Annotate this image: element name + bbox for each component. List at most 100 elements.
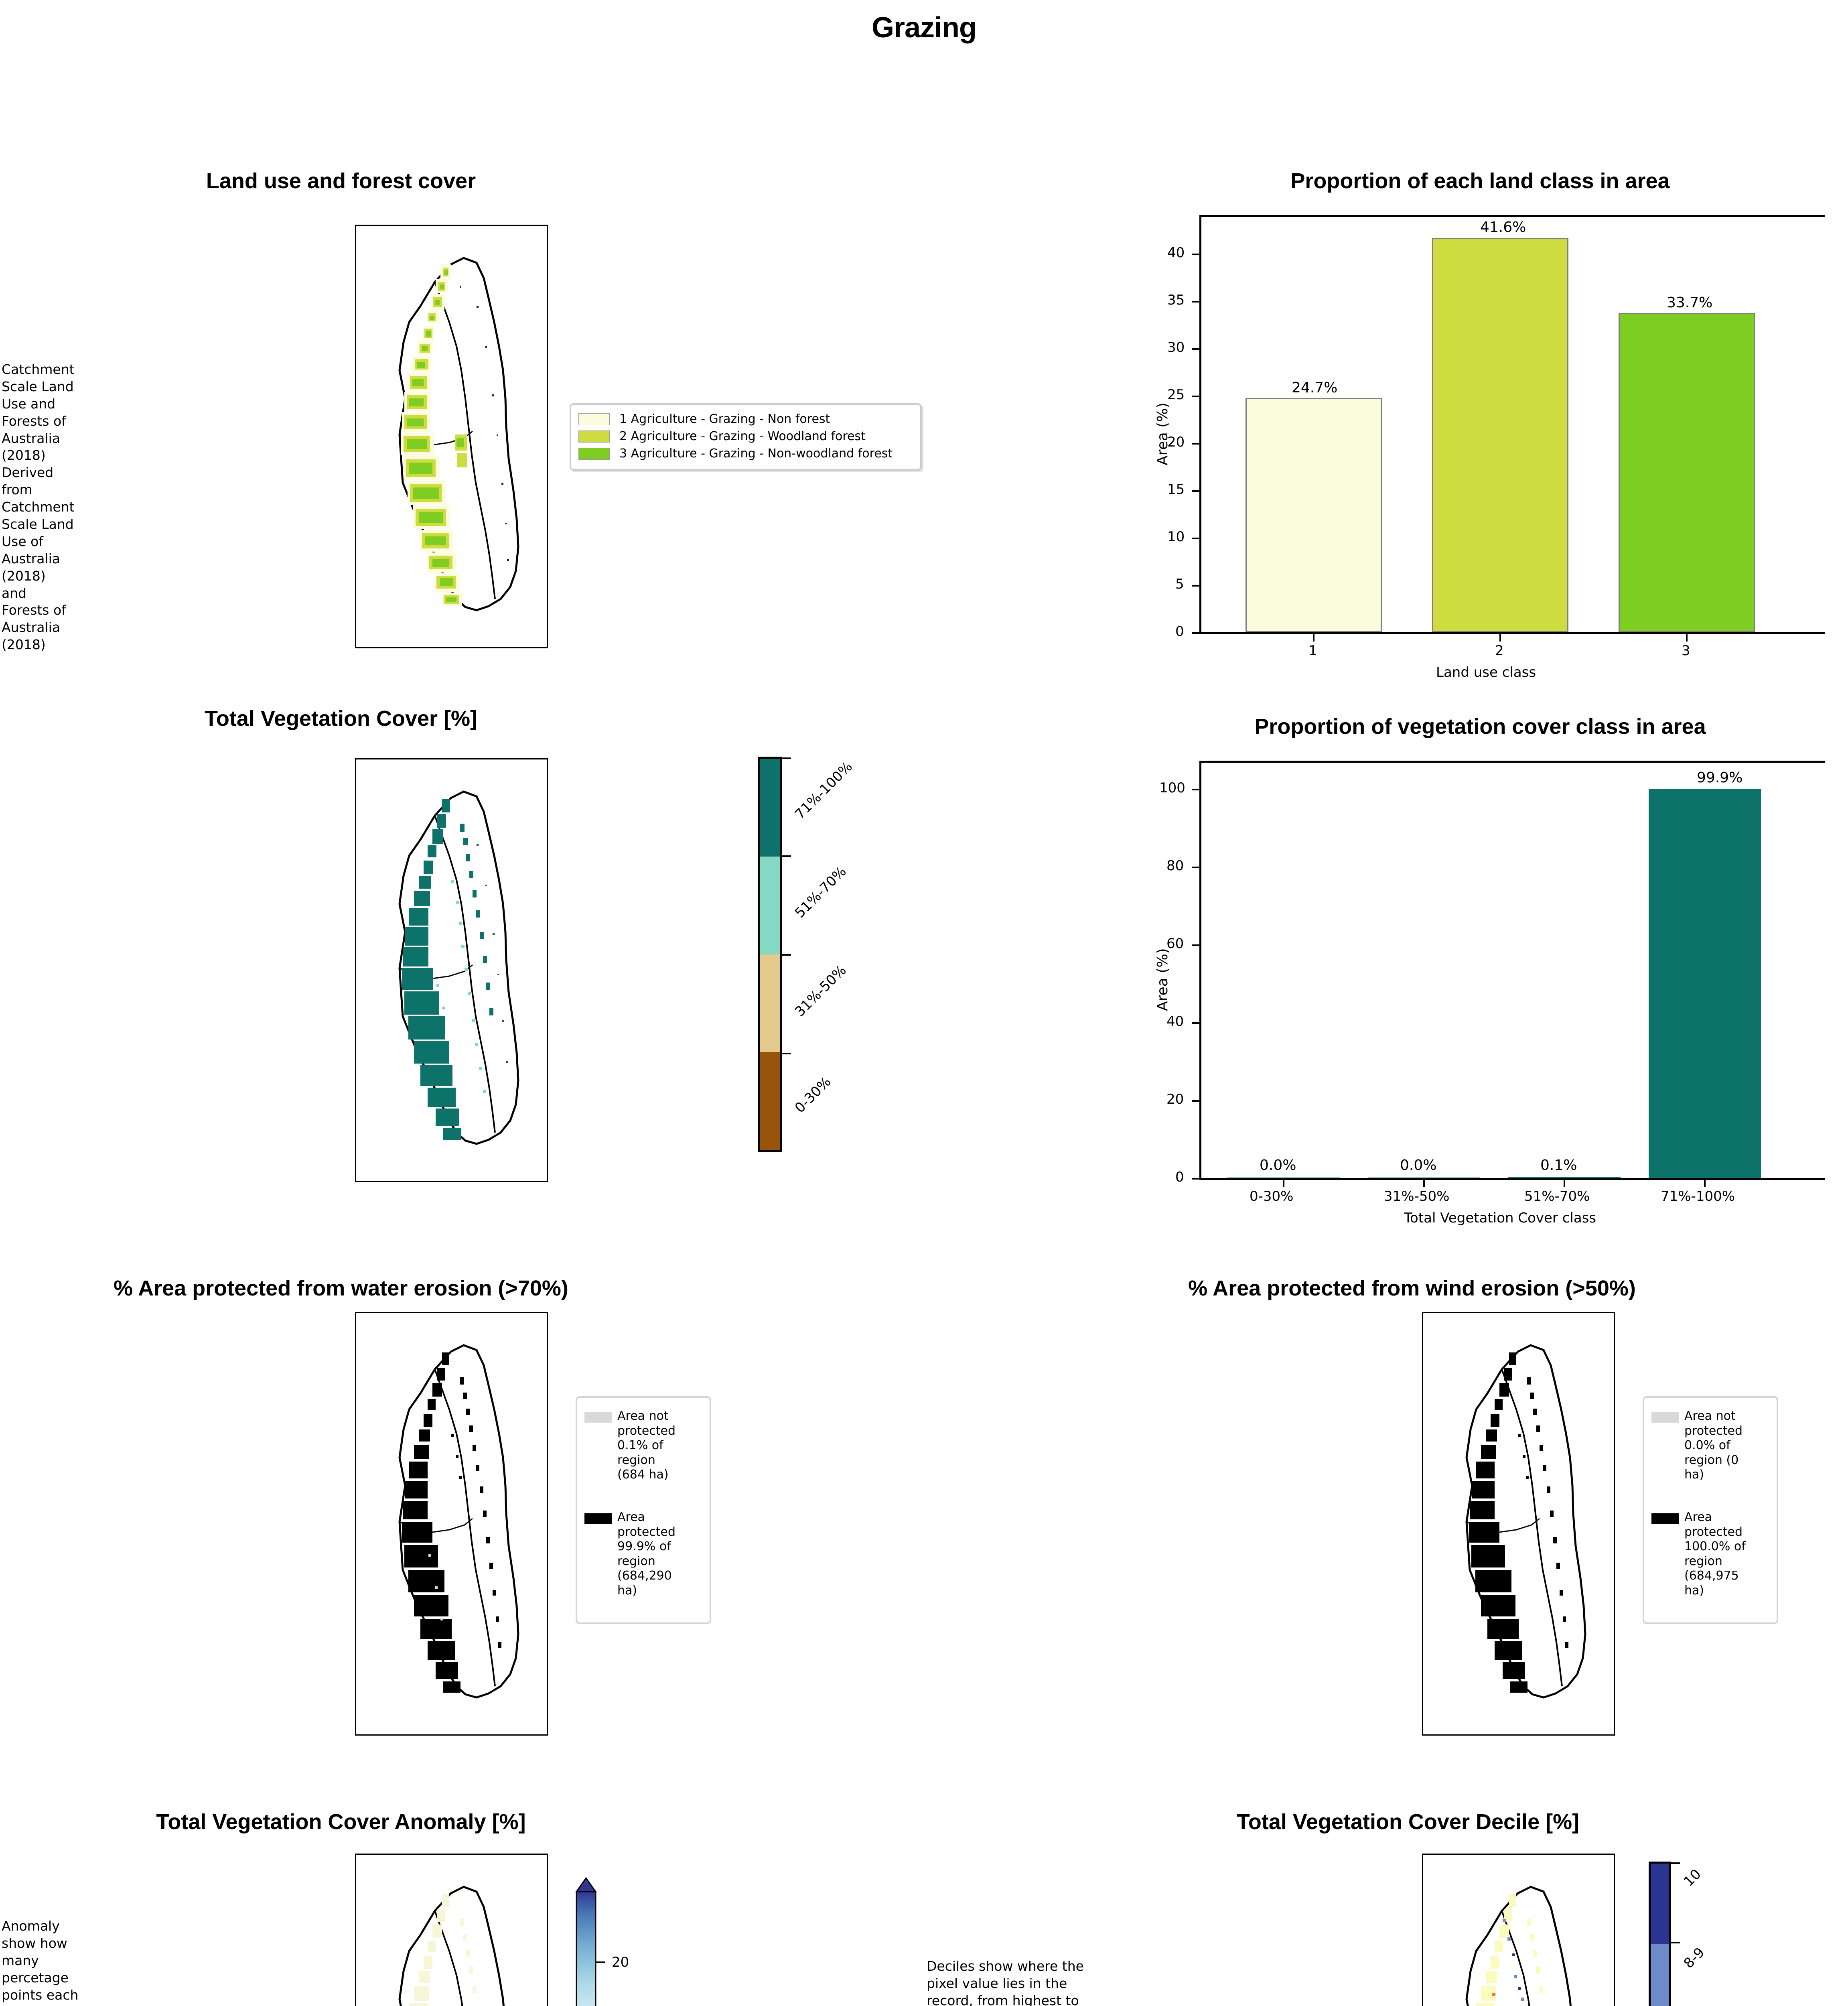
decile-colorbar: 10 8-9 4-7 2-3 1: [1649, 1862, 1777, 2006]
chart2-xtick: [1283, 1180, 1284, 1187]
chart2-ytick-label: 100: [1159, 780, 1185, 796]
decile-colorbar-tick: [1671, 1942, 1680, 1943]
colorbar-segment-51-70: [760, 856, 780, 954]
chart2-ytick-label: 60: [1166, 936, 1184, 952]
chart2-axis-top: [1199, 761, 1825, 763]
legend-label-not-protected: Area not protected 0.1% of region (684 h…: [617, 1409, 676, 1482]
chart2-ytick: [1192, 789, 1200, 790]
legend-label-not-protected: Area not protected 0.0% of region (0 ha): [1684, 1409, 1743, 1482]
chart1-ytick-label: 10: [1167, 529, 1185, 545]
chart1-ytick-label: 15: [1167, 481, 1185, 497]
chart1-ytick-label: 0: [1175, 623, 1184, 640]
legend-swatch-class-1: [578, 413, 610, 425]
water-erosion-map[interactable]: [355, 1312, 548, 1736]
land-class-bar-chart: 0 5 10 15 20 25 30 35 40 24.7% 41.6% 33.…: [1154, 209, 1825, 680]
chart2-xtick: [1423, 1180, 1425, 1187]
legend-swatch-class-3: [578, 447, 610, 460]
veg-cover-panel-title: Total Vegetation Cover [%]: [204, 707, 478, 731]
bar-label-veg-class-71-100: 99.9%: [1697, 770, 1743, 786]
chart2-ytick-label: 20: [1166, 1091, 1184, 1107]
colorbar-segment-71-100: [760, 759, 780, 857]
legend-swatch-protected: [584, 1513, 612, 1524]
legend-swatch-not-protected: [584, 1412, 612, 1423]
chart2-xtick-label: 51%-70%: [1524, 1188, 1590, 1204]
land-use-map-svg: [398, 257, 519, 611]
chart1-axis-bottom: [1199, 632, 1825, 634]
chart1-ytick-label: 5: [1175, 576, 1184, 592]
anomaly-colorbar-tick-20: 20: [612, 1954, 629, 1970]
land-use-map[interactable]: [355, 225, 548, 648]
wind-erosion-legend: Area not protected 0.0% of region (0 ha)…: [1643, 1396, 1778, 1624]
water-erosion-legend: Area not protected 0.1% of region (684 h…: [576, 1396, 711, 1624]
anomaly-map[interactable]: [355, 1854, 548, 2006]
chart1-yaxis-label: Area (%): [1154, 402, 1171, 465]
decile-map[interactable]: [1422, 1854, 1615, 2006]
chart1-xtick: [1313, 634, 1314, 642]
chart1-axis-left: [1199, 215, 1201, 634]
veg-class-bar-chart: 0 20 40 60 80 100 0.0% 0.0% 0.1% 99.9% 0…: [1154, 754, 1825, 1226]
chart1-ytick: [1192, 443, 1200, 445]
colorbar-label-51-70: 51%-70%: [791, 863, 850, 922]
legend-label-class-3: 3 Agriculture - Grazing - Non-woodland f…: [619, 447, 893, 461]
chart1-xtick-label: 3: [1682, 643, 1690, 659]
chart2-ytick: [1192, 867, 1200, 868]
chart1-ytick-label: 25: [1167, 387, 1185, 403]
chart2-ytick: [1192, 944, 1200, 946]
chart1-ytick: [1192, 396, 1200, 397]
decile-colorbar-label-8-9: 8-9: [1680, 1944, 1708, 1972]
legend-label-class-1: 1 Agriculture - Grazing - Non forest: [619, 412, 830, 426]
decile-panel-title: Total Vegetation Cover Decile [%]: [1236, 1810, 1580, 1834]
colorbar-label-31-50: 31%-50%: [791, 962, 850, 1020]
colorbar-label-71-100: 71%-100%: [791, 759, 856, 823]
legend-label-protected: Area protected 99.9% of region (684,290 …: [617, 1510, 676, 1598]
decile-map-svg: [1465, 1886, 1572, 2006]
chart1-axis-top: [1199, 215, 1825, 217]
decile-colorbar-body: [1649, 1862, 1671, 2006]
veg-cover-colorbar-body: [758, 757, 782, 1152]
legend-item: 1 Agriculture - Grazing - Non forest: [578, 412, 920, 426]
anomaly-colorbar-svg: [575, 1877, 605, 2006]
colorbar-tick: [782, 954, 791, 956]
chart2-ytick: [1192, 1100, 1200, 1102]
chart1-ytick: [1192, 490, 1200, 492]
chart1-ytick: [1192, 348, 1200, 350]
veg-cover-map-svg: [398, 790, 519, 1145]
anomaly-note: Anomaly show how many percetage points e…: [2, 1918, 79, 2006]
decile-colorbar-label-10: 10: [1680, 1866, 1704, 1890]
veg-class-chart-title: Proportion of vegetation cover class in …: [1254, 715, 1706, 739]
bar-land-class-2[interactable]: [1432, 238, 1568, 632]
chart2-xtick-label: 0-30%: [1250, 1188, 1294, 1204]
bar-label-land-class-3: 33.7%: [1667, 294, 1713, 311]
chart2-yaxis-label: Area (%): [1154, 948, 1171, 1011]
decile-note: Deciles show where the pixel value lies …: [927, 1958, 1084, 2006]
legend-swatch-protected: [1651, 1513, 1679, 1524]
bar-label-land-class-2: 41.6%: [1480, 219, 1526, 236]
bar-land-class-3[interactable]: [1619, 313, 1755, 632]
chart2-xtick-label: 71%-100%: [1661, 1188, 1735, 1204]
chart2-xtick: [1704, 1180, 1706, 1187]
anomaly-map-svg: [398, 1886, 505, 2006]
bar-land-class-1[interactable]: [1246, 398, 1382, 632]
bar-veg-class-71-100[interactable]: [1649, 789, 1761, 1178]
chart2-ytick-label: 80: [1166, 858, 1184, 874]
chart1-ytick: [1192, 254, 1200, 255]
colorbar-tick: [782, 855, 791, 857]
legend-swatch-class-2: [578, 430, 610, 443]
chart2-ytick-label: 0: [1175, 1169, 1184, 1185]
colorbar-label-0-30: 0-30%: [791, 1074, 834, 1117]
anomaly-panel-title: Total Vegetation Cover Anomaly [%]: [156, 1810, 526, 1834]
chart1-xtick: [1686, 634, 1688, 642]
legend-label-protected: Area protected 100.0% of region (684,975…: [1684, 1510, 1746, 1598]
bar-label-veg-class-51-70: 0.1%: [1540, 1157, 1577, 1174]
wind-erosion-panel-title: % Area protected from wind erosion (>50%…: [1188, 1276, 1636, 1300]
veg-cover-map[interactable]: [355, 758, 548, 1182]
chart1-xaxis-label: Land use class: [1436, 664, 1536, 680]
legend-item-not-protected: Area not protected 0.0% of region (0 ha): [1651, 1409, 1768, 1482]
wind-erosion-map[interactable]: [1422, 1312, 1615, 1736]
chart1-xtick: [1499, 634, 1501, 642]
bar-label-veg-class-0-30: 0.0%: [1260, 1157, 1296, 1174]
decile-colorbar-tick: [1671, 1862, 1680, 1864]
legend-swatch-not-protected: [1651, 1412, 1679, 1423]
water-erosion-panel-title: % Area protected from water erosion (>70…: [114, 1276, 568, 1300]
bar-veg-class-51-70[interactable]: [1508, 1177, 1621, 1178]
